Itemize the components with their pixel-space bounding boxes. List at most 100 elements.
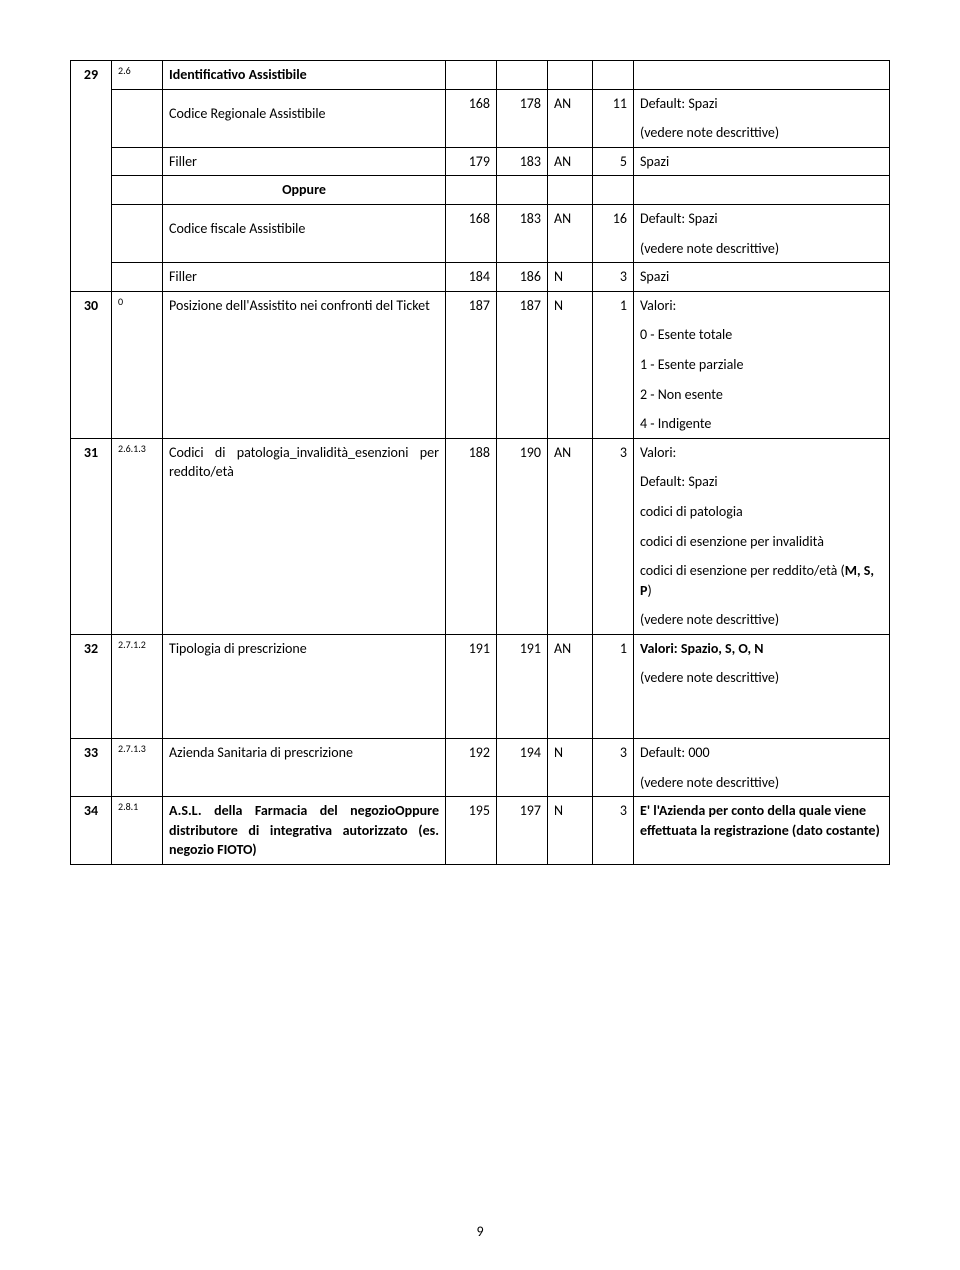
section-title: Identificativo Assistibile (163, 61, 446, 90)
field-value: Default: Spazi (vedere note descrittive) (634, 204, 890, 262)
cell: 3 (593, 739, 634, 797)
row-number: 29 (71, 61, 112, 292)
cell (548, 61, 593, 90)
cell (112, 263, 163, 292)
data-table: 29 2.6 Identificativo Assistibile Codice… (70, 60, 890, 865)
cell: 195 (446, 797, 497, 865)
cell: 187 (446, 291, 497, 438)
value-note: (vedere note descrittive) (640, 123, 883, 143)
field-value: Valori: Default: Spazi codici di patolog… (634, 438, 890, 634)
field-desc: Codici di patologia_invalidità_esenzioni… (163, 438, 446, 634)
value-line: 1 - Esente parziale (640, 355, 883, 375)
cell (446, 61, 497, 90)
cell: 179 (446, 147, 497, 176)
table-row: Filler 179 183 AN 5 Spazi (71, 147, 890, 176)
cell: N (548, 797, 593, 865)
field-value: Valori: Spazio, S, O, N (vedere note des… (634, 634, 890, 738)
row-subnumber: 2.7.1.2 (112, 634, 163, 738)
cell: 16 (593, 204, 634, 262)
row-number: 34 (71, 797, 112, 865)
cell (634, 61, 890, 90)
value-note: (vedere note descrittive) (640, 773, 883, 793)
cell: 190 (497, 438, 548, 634)
cell: AN (548, 634, 593, 738)
table-row: 29 2.6 Identificativo Assistibile (71, 61, 890, 90)
cell: 5 (593, 147, 634, 176)
value-note: (vedere note descrittive) (640, 239, 883, 259)
cell: 3 (593, 797, 634, 865)
row-number: 33 (71, 739, 112, 797)
cell: 3 (593, 438, 634, 634)
cell (112, 89, 163, 147)
row-subnumber: 2.8.1 (112, 797, 163, 865)
cell (112, 176, 163, 205)
field-desc: A.S.L. della Farmacia Oppure del negozio… (163, 797, 446, 865)
cell: 187 (497, 291, 548, 438)
value-note: (vedere note descrittive) (640, 668, 883, 688)
cell: AN (548, 89, 593, 147)
table-row: Oppure (71, 176, 890, 205)
cell: 1 (593, 634, 634, 738)
row-subnumber: 0 (112, 291, 163, 438)
field-desc: Azienda Sanitaria di prescrizione (163, 739, 446, 797)
cell: N (548, 263, 593, 292)
cell: 192 (446, 739, 497, 797)
field-desc: Codice Regionale Assistibile (163, 89, 446, 147)
cell (446, 176, 497, 205)
table-row: 32 2.7.1.2 Tipologia di prescrizione 191… (71, 634, 890, 738)
field-value: Default: Spazi (vedere note descrittive) (634, 89, 890, 147)
cell: AN (548, 438, 593, 634)
page: 29 2.6 Identificativo Assistibile Codice… (0, 0, 960, 1270)
value-line: Valori: (640, 296, 883, 316)
cell: 186 (497, 263, 548, 292)
cell: 168 (446, 89, 497, 147)
cell (548, 176, 593, 205)
cell: 183 (497, 204, 548, 262)
table-row: Codice Regionale Assistibile 168 178 AN … (71, 89, 890, 147)
value-line: codici di patologia (640, 502, 883, 522)
field-value: Spazi (634, 147, 890, 176)
value-line: Valori: Spazio, S, O, N (640, 639, 883, 659)
cell (112, 204, 163, 262)
cell: 191 (446, 634, 497, 738)
table-row: 34 2.8.1 A.S.L. della Farmacia Oppure de… (71, 797, 890, 865)
cell: 168 (446, 204, 497, 262)
table-row: 31 2.6.1.3 Codici di patologia_invalidit… (71, 438, 890, 634)
cell (593, 61, 634, 90)
value-line: 2 - Non esente (640, 385, 883, 405)
field-desc: Filler (163, 147, 446, 176)
value-line: 0 - Esente totale (640, 325, 883, 345)
value-line: codici di esenzione per reddito/età (M, … (640, 561, 883, 600)
table-row: 30 0 Posizione dell'Assistito nei confro… (71, 291, 890, 438)
value-line: Default: 000 (640, 743, 883, 763)
row-number: 32 (71, 634, 112, 738)
table-row: 33 2.7.1.3 Azienda Sanitaria di prescriz… (71, 739, 890, 797)
table-row: Filler 184 186 N 3 Spazi (71, 263, 890, 292)
field-value: Spazi (634, 263, 890, 292)
cell: 1 (593, 291, 634, 438)
cell (634, 176, 890, 205)
cell: AN (548, 147, 593, 176)
value-line: codici di esenzione per invalidità (640, 532, 883, 552)
value-line: Default: Spazi (640, 94, 883, 114)
cell: 183 (497, 147, 548, 176)
field-desc: Tipologia di prescrizione (163, 634, 446, 738)
page-number: 9 (0, 1223, 960, 1240)
cell (593, 176, 634, 205)
cell: AN (548, 204, 593, 262)
field-value: Default: 000 (vedere note descrittive) (634, 739, 890, 797)
value-line: Default: Spazi (640, 472, 883, 492)
cell: 191 (497, 634, 548, 738)
cell: 11 (593, 89, 634, 147)
value-line: Valori: (640, 443, 883, 463)
row-number: 31 (71, 438, 112, 634)
field-value: Valori: 0 - Esente totale 1 - Esente par… (634, 291, 890, 438)
cell: 3 (593, 263, 634, 292)
field-desc: Filler (163, 263, 446, 292)
value-note: (vedere note descrittive) (640, 610, 883, 630)
cell: 194 (497, 739, 548, 797)
field-value: E' l'Azienda per conto della quale viene… (634, 797, 890, 865)
oppure-label: Oppure (163, 176, 446, 205)
cell: N (548, 739, 593, 797)
value-line: Default: Spazi (640, 209, 883, 229)
